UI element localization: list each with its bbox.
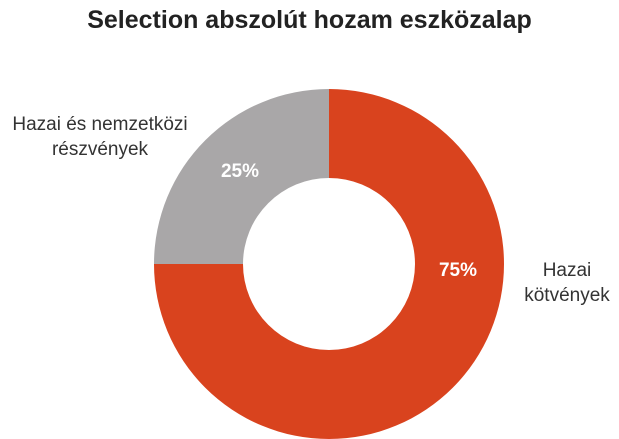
value-label: 25% — [221, 161, 259, 182]
category-label: Hazai kötvények — [524, 260, 610, 306]
chart-title: Selection abszolút hozam eszközalap — [87, 6, 532, 34]
value-label: 75% — [439, 260, 477, 281]
donut-segment — [154, 89, 329, 264]
category-label: Hazai és nemzetközi részvények — [12, 114, 188, 160]
donut-segment — [154, 89, 504, 439]
